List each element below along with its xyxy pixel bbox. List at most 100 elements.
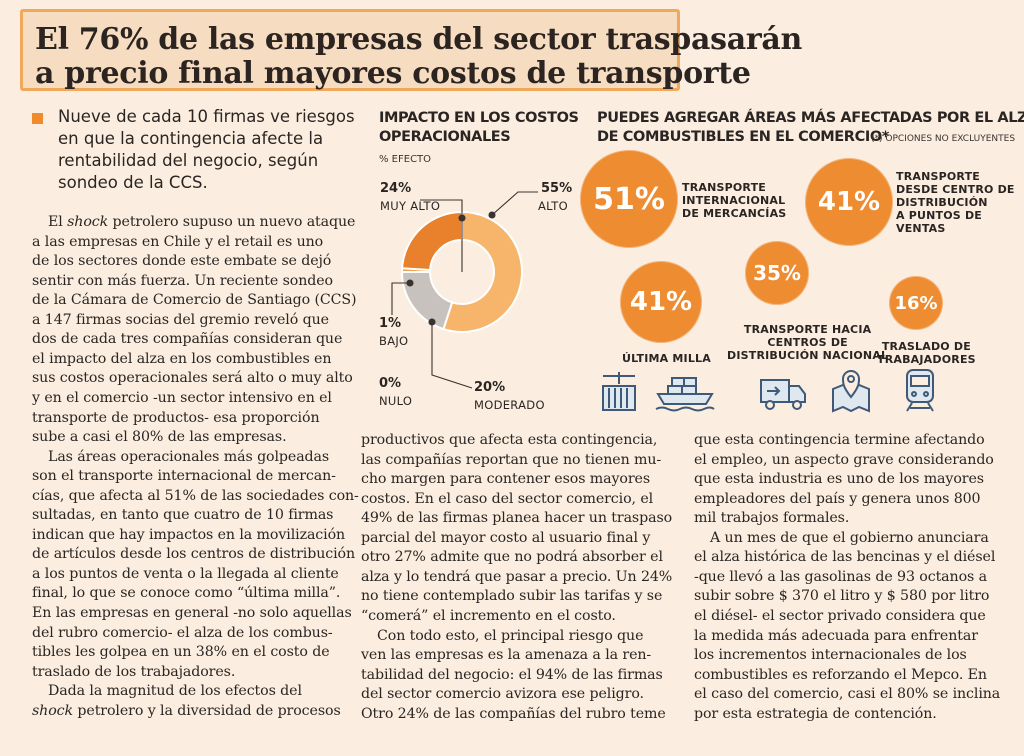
body-text-line: indican que hay impactos en la movilizac… xyxy=(32,526,346,543)
body-text-line: En las empresas en general -no solo aque… xyxy=(32,605,352,621)
body-text-line: mil trabajos formales. xyxy=(694,510,850,527)
donut-label-alto: ALTO xyxy=(538,199,568,213)
delivery-truck-icon xyxy=(760,379,806,410)
bubble-label-centros-nacional: TRANSPORTE HACIA CENTROS DE DISTRIBUCIÓN… xyxy=(727,323,889,362)
donut-pct-moderado: 20% xyxy=(474,380,506,395)
body-text-line: de la Cámara de Comercio de Santiago (CC… xyxy=(32,292,357,309)
leader-muy-alto xyxy=(420,199,463,218)
body-text-line: traslado de los trabajadores. xyxy=(32,663,236,680)
cargo-ship-icon xyxy=(655,377,715,412)
body-text-line: ven las empresas es la amenaza a la ren- xyxy=(361,647,652,664)
areas-title-line-1: PUEDES AGREGAR ÁREAS MÁS AFECTADAS POR E… xyxy=(597,110,1024,126)
body-text-line: los incrementos internacionales de los xyxy=(694,647,967,664)
donut-pct-alto: 55% xyxy=(541,181,573,196)
body-text-line: del sector comercio avizora ese peligro. xyxy=(361,686,644,703)
body-text-line: A un mes de que el gobierno anunciara xyxy=(710,529,989,546)
body-text-line: del rubro comercio- el alza de los combu… xyxy=(32,624,333,641)
body-text-line: -que llevó a las gasolinas de 93 octanos… xyxy=(694,568,987,585)
donut-title-line-2: OPERACIONALES xyxy=(379,129,511,145)
leader-dot xyxy=(428,318,436,326)
body-text-line: Con todo esto, el principal riesgo que xyxy=(377,627,644,644)
body-text-line: las compañías reportan que no tienen mu- xyxy=(361,451,662,468)
body-text-line: el diésel- el sector privado considera q… xyxy=(694,607,986,624)
body-text-line: a las empresas en Chile y el retail es u… xyxy=(32,233,324,250)
leader-alto xyxy=(491,191,538,216)
leader-moderado xyxy=(431,322,473,389)
donut-segment-alto xyxy=(442,210,523,333)
body-text-line: cías, que afecta al 51% de las sociedade… xyxy=(32,487,359,504)
body-text-line: subir sobre $ 370 el litro y $ 580 por l… xyxy=(694,588,990,605)
leader-bajo xyxy=(391,282,410,315)
body-text-line: dos de cada tres compañías consideran qu… xyxy=(32,331,343,348)
bubble-41-percent-centro: 41% xyxy=(805,158,893,246)
body-text-line: final, lo que se conoce como “última mil… xyxy=(32,585,341,602)
body-text-line: cho margen para contener esos mayores xyxy=(361,471,651,488)
body-text-line: El shock petrolero supuso un nuevo ataqu… xyxy=(48,214,356,230)
body-text-line: tabilidad del negocio: el 94% de las fir… xyxy=(361,666,663,683)
leader-dot xyxy=(458,214,466,222)
donut-pct-bajo: 1% xyxy=(379,316,402,331)
body-text-line: el alza histórica de las bencinas y el d… xyxy=(694,549,996,566)
bubble-16-percent: 16% xyxy=(889,276,943,330)
donut-label-moderado: MODERADO xyxy=(474,398,545,412)
donut-title-line-1: IMPACTO EN LOS COSTOS xyxy=(379,110,579,126)
donut-label-muy-alto: MUY ALTO xyxy=(380,199,441,213)
bubble-label-transporte-internacional: TRANSPORTE INTERNACIONAL DE MERCANCÍAS xyxy=(682,181,787,220)
donut-pct-muy-alto: 24% xyxy=(380,181,412,196)
headline-box: El 76% de las empresas del sector traspa… xyxy=(20,9,802,91)
areas-note: (*) OPCIONES NO EXCLUYENTES xyxy=(871,134,1016,144)
body-text-line: productivos que afecta esta contingencia… xyxy=(361,432,658,448)
headline-line-2: a precio final mayores costos de transpo… xyxy=(35,56,751,91)
body-text-line: parcial del mayor costo al usuario final… xyxy=(361,529,651,546)
bubble-35-percent: 35% xyxy=(745,241,809,305)
body-text-line: y en el comercio -un sector intensivo en… xyxy=(32,389,332,406)
body-text-line: la medida más adecuada para enfrentar xyxy=(694,627,978,644)
body-text-line: sentir con más fuerza. Un reciente sonde… xyxy=(32,272,333,289)
body-text-line: “comerá” el incremento en el costo. xyxy=(361,607,616,624)
leader-dot xyxy=(406,279,414,287)
lead-line: en que la contingencia afecte la xyxy=(58,129,324,148)
body-text-line: por esta estrategia de contención. xyxy=(694,705,937,722)
bubble-label-centro-distribucion: TRANSPORTE DESDE CENTRO DE DISTRIBUCIÓN … xyxy=(896,170,1015,235)
bubble-41-percent-ultima-milla: 41% xyxy=(620,261,702,343)
body-text-line: Las áreas operacionales más golpeadas xyxy=(48,448,330,465)
lead-line: sondeo de la CCS. xyxy=(58,173,208,192)
body-text-line: alza y lo tendrá que pasar a precio. Un … xyxy=(361,568,673,585)
donut-pct-nulo: 0% xyxy=(379,376,402,391)
body-text-line: el impacto del alza en los combustibles … xyxy=(32,350,332,367)
donut-segment-muy-alto xyxy=(401,210,463,272)
body-text-line: costos. En el caso del sector comercio, … xyxy=(361,490,654,507)
body-text-line: transporte de productos- esa proporción xyxy=(32,409,320,426)
body-text-line: empleadores del país y genera unos 800 xyxy=(694,490,981,507)
body-text-line: combustibles es reforzando el Mepco. En xyxy=(694,666,987,683)
body-text-line: el caso del comercio, casi el 80% se inc… xyxy=(694,686,1001,703)
body-text-line: son el transporte internacional de merca… xyxy=(32,468,336,485)
leader-dot xyxy=(488,211,496,219)
headline-line-1: El 76% de las empresas del sector traspa… xyxy=(35,22,802,57)
bubble-label-trabajadores: TRASLADO DE TRABAJADORES xyxy=(877,340,976,366)
body-text-line: el empleo, un aspecto grave considerando xyxy=(694,451,994,468)
donut-label-nulo: NULO xyxy=(379,394,413,408)
body-text-line: a 147 firmas socias del gremio reveló qu… xyxy=(32,311,329,328)
body-text-line: sube a casi el 80% de las empresas. xyxy=(32,429,287,446)
body-text-line: tibles les golpea en un 38% en el costo … xyxy=(32,644,330,661)
body-text-line: sus costos operacionales será alto o muy… xyxy=(32,370,353,387)
body-text-line: Otro 24% de las compañías del rubro teme xyxy=(361,705,666,722)
lead-bullet-icon xyxy=(32,113,43,124)
donut-chart xyxy=(391,191,538,389)
body-text-line: que esta industria es uno de los mayores xyxy=(694,471,984,488)
body-text-line: de artículos desde los centros de distri… xyxy=(32,546,356,563)
container-crane-icon xyxy=(602,372,636,411)
body-text-line: 49% de las firmas planea hacer un traspa… xyxy=(361,510,673,527)
areas-title-line-2: DE COMBUSTIBLES EN EL COMERCIO* xyxy=(597,129,889,145)
map-pin-icon xyxy=(832,370,870,413)
body-text-line: sultadas, en tanto que cuatro de 10 firm… xyxy=(32,507,334,524)
body-text-line: de los sectores donde este embate se dej… xyxy=(32,253,332,270)
bubble-51-percent: 51% xyxy=(580,150,678,248)
train-icon xyxy=(906,369,934,412)
body-text-line: a los puntos de venta o la llegada al cl… xyxy=(32,565,339,582)
donut-label-bajo: BAJO xyxy=(379,334,409,348)
body-text-line: shock petrolero y la diversidad de proce… xyxy=(32,702,341,719)
lead-line: Nueve de cada 10 firmas ve riesgos xyxy=(58,107,355,126)
body-text-line: no tiene contemplado subir las tarifas y… xyxy=(361,588,663,605)
